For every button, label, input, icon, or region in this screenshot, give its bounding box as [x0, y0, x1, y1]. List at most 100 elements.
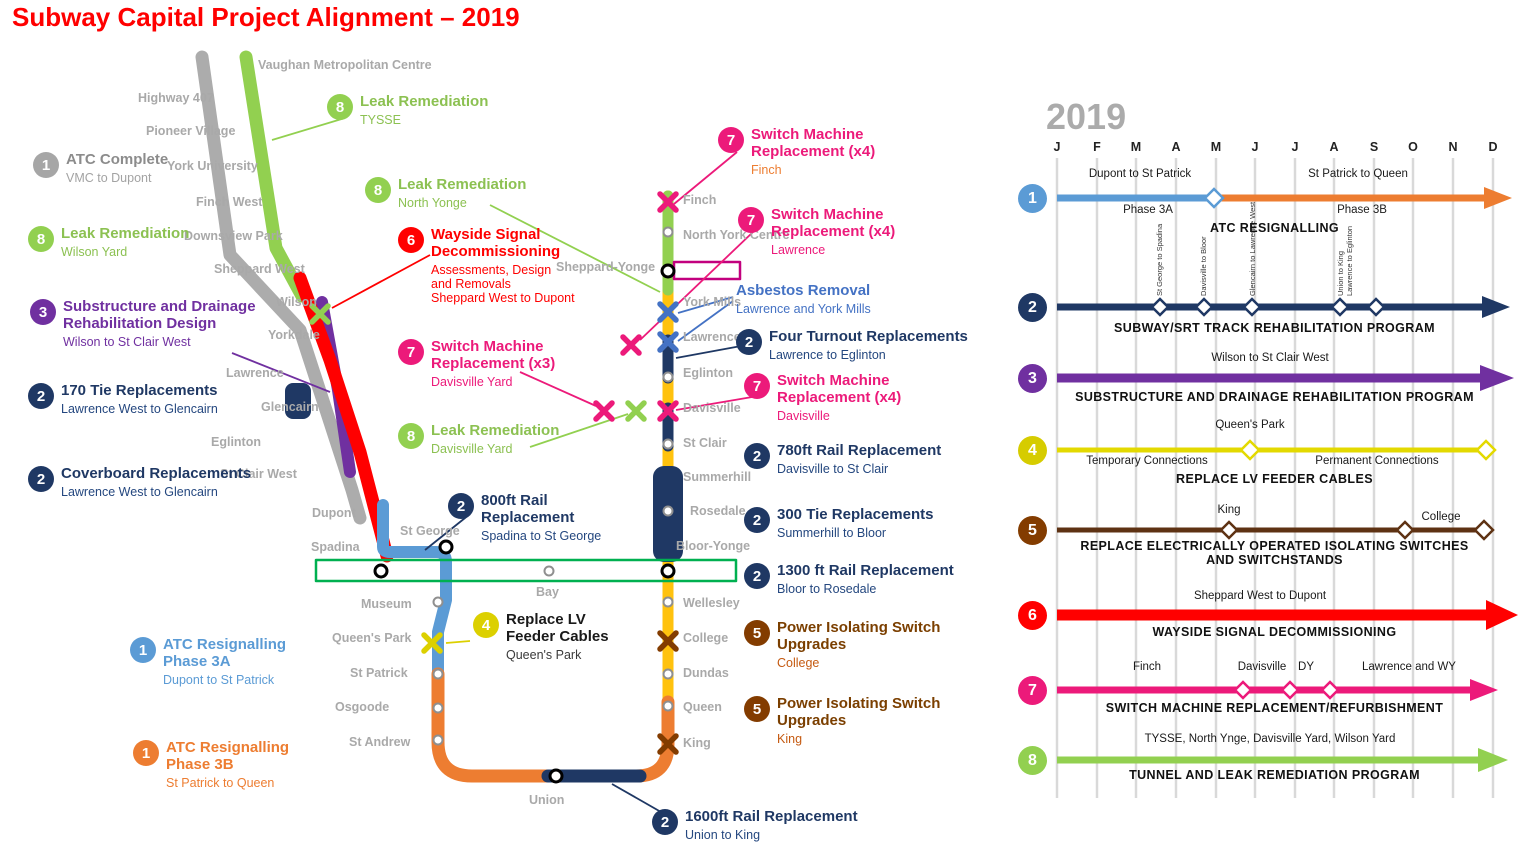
annotation-subtitle: College: [777, 655, 820, 670]
annotation-switch-x3: 7 Switch Machine Replacement (x3) Davisv…: [398, 338, 555, 389]
annotation-badge: 5: [744, 696, 770, 722]
annotation-badge: 8: [327, 94, 353, 120]
annotation-title: 800ft Rail Replacement: [481, 492, 575, 526]
annotation-asbestos: Asbestos Removal Lawrence and York Mills: [736, 282, 871, 316]
station-label: Spadina: [311, 540, 360, 554]
month-label: M: [1130, 140, 1142, 154]
timeline-label: Lawrence and WY: [1362, 661, 1456, 673]
annotation-atc-complete: 1 ATC Complete VMC to Dupont: [33, 151, 169, 185]
leader-switch-finch: [673, 151, 738, 205]
timeline-label: Permanent Connections: [1315, 455, 1439, 467]
station-label: Glencairn: [261, 400, 319, 414]
station-label: Lawrence: [226, 366, 284, 380]
x-marker-queens-park-yellow: [421, 632, 443, 654]
annotation-170-tie: 2 170 Tie Replacements Lawrence West to …: [28, 382, 218, 416]
station-label: Queen's Park: [332, 631, 412, 645]
month-label: J: [1291, 140, 1299, 154]
annotation-300-tie: 2 300 Tie Replacements Summerhill to Blo…: [744, 506, 933, 540]
milestone: [1366, 297, 1386, 317]
station-label: Museum: [361, 597, 412, 611]
station-label: St Andrew: [349, 735, 411, 749]
station-label: Osgoode: [335, 700, 390, 714]
annotation-title: Leak Remediation: [398, 176, 527, 193]
milestone: [1233, 680, 1253, 700]
annotation-subtitle: Summerhill to Bloor: [777, 525, 887, 540]
timeline-label: College: [1421, 511, 1461, 523]
timeline-label: Temporary Connections: [1086, 455, 1208, 467]
milestone: [1194, 297, 1214, 317]
station-label: Sheppard-Yonge: [556, 260, 656, 274]
timeline-row-number: 1: [1018, 184, 1047, 213]
timeline-label: Phase 3A: [1123, 204, 1173, 216]
annotation-subtitle: Queen's Park: [506, 647, 582, 662]
annotation-subtitle: Bloor to Rosedale: [777, 581, 877, 596]
annotation-badge: 2: [28, 466, 54, 492]
milestone: [1219, 520, 1239, 540]
milestone: [1150, 297, 1170, 317]
annotation-badge: 7: [744, 373, 770, 399]
milestone: [1473, 519, 1495, 541]
month-label: O: [1408, 140, 1418, 154]
station-label: Bloor-Yonge: [676, 539, 751, 553]
annotation-780ft-rail: 2 780ft Rail Replacement Davisville to S…: [744, 442, 941, 476]
station-label: Wellesley: [683, 596, 740, 610]
timeline-label: Queen's Park: [1215, 419, 1285, 431]
annotation-badge: 2: [744, 507, 770, 533]
month-label: S: [1369, 140, 1379, 154]
month-label: A: [1171, 140, 1181, 154]
annotation-subtitle: Spadina to St George: [481, 528, 602, 543]
station-label: Vaughan Metropolitan Centre: [258, 58, 432, 72]
annotation-title: Power Isolating Switch Upgrades: [777, 695, 941, 729]
timeline-label: Davisville: [1237, 661, 1287, 673]
annotation-badge: 7: [718, 127, 744, 153]
annotation-1300ft-rail: 2 1300 ft Rail Replacement Bloor to Rose…: [744, 562, 954, 596]
annotation-title: ATC Complete: [66, 151, 169, 168]
line-phase3b-orange: [431, 667, 675, 783]
annotation-subtitle: Assessments, Design and Removals Sheppar…: [431, 262, 575, 306]
annotation-badge: 3: [30, 299, 56, 325]
station-label: York University: [167, 159, 258, 173]
annotation-pis-king: 5 Power Isolating Switch Upgrades King: [744, 695, 941, 746]
annotation-subtitle: Lawrence: [771, 242, 826, 257]
timeline-label: Finch: [1132, 661, 1162, 673]
annotation-title: Substructure and Drainage Rehabilitation…: [63, 298, 256, 332]
timeline-label: Phase 3B: [1337, 204, 1387, 216]
interchange-bloor-yonge: [660, 563, 676, 579]
milestone: [1203, 187, 1225, 209]
station-label: York Mills: [683, 295, 742, 309]
annotation-title: Coverboard Replacements: [61, 465, 252, 482]
timeline-caption: ATC RESIGNALLING: [1209, 221, 1340, 235]
milestone: [1239, 439, 1261, 461]
timeline-label: St Patrick to Queen: [1308, 168, 1408, 180]
annotation-lv-feeder: 4 Replace LV Feeder Cables Queen's Park: [473, 611, 609, 662]
interchange-sheppard-yonge: [660, 263, 676, 279]
interchange-spadina: [373, 563, 389, 579]
annotation-badge: 8: [398, 423, 424, 449]
leader-tysse: [271, 117, 346, 141]
month-label: J: [1053, 140, 1061, 154]
annotation-subtitle: Union to King: [685, 827, 761, 842]
month-label: D: [1488, 140, 1498, 154]
timeline-caption: REPLACE ELECTRICALLY OPERATED ISOLATING …: [1080, 539, 1469, 567]
station-label: Eglinton: [683, 366, 733, 380]
station-label: Wilson: [276, 295, 317, 309]
station-label: Pioneer Village: [146, 124, 236, 138]
annotation-subtitle: North Yonge: [398, 195, 467, 210]
annotation-badge: 1: [133, 740, 159, 766]
annotation-subtitle: Davisville to St Clair: [777, 461, 889, 476]
annotation-subtitle: Wilson to St Clair West: [63, 334, 191, 349]
interchange-union: [548, 768, 564, 784]
timeline-label: Wilson to St Clair West: [1211, 352, 1329, 364]
station-label: College: [683, 631, 729, 645]
annotation-title: Switch Machine Replacement (x4): [751, 126, 876, 160]
timeline-row-number: 8: [1018, 746, 1047, 775]
timeline-bars: [1057, 187, 1518, 772]
annotation-subtitle: Lawrence to Eglinton: [769, 347, 886, 362]
annotation-badge: 8: [28, 226, 54, 252]
annotation-subtitle: St Patrick to Queen: [166, 775, 275, 790]
annotation-badge: 1: [130, 637, 156, 663]
station-label: Summerhill: [683, 470, 752, 484]
page-title: Subway Capital Project Alignment – 2019: [12, 2, 520, 32]
annotation-badge: 5: [744, 620, 770, 646]
